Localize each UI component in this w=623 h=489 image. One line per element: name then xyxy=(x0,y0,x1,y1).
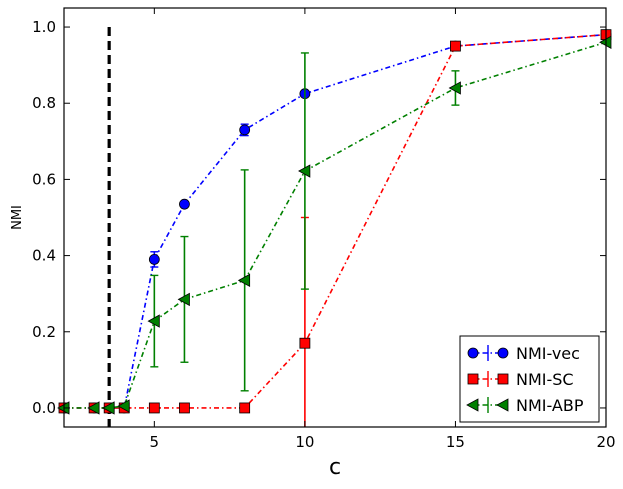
y-tick-label: 0.2 xyxy=(32,323,56,341)
data-point xyxy=(298,164,311,178)
data-point xyxy=(299,337,311,349)
series-line xyxy=(64,41,607,409)
data-point xyxy=(179,402,190,414)
data-point xyxy=(87,401,100,415)
legend-marker xyxy=(466,398,479,412)
data-point xyxy=(450,40,461,52)
data-point xyxy=(102,401,115,415)
y-axis-title: NMI xyxy=(10,205,25,230)
x-tick-label: 10 xyxy=(295,433,314,451)
legend-label: NMI-vec xyxy=(516,344,580,363)
x-axis-title: c xyxy=(329,455,341,480)
legend-item-nmi-abp: NMI-ABP xyxy=(466,396,584,415)
y-tick-label: 1.0 xyxy=(32,18,56,36)
legend-marker xyxy=(497,373,509,385)
y-tick-label: 0.8 xyxy=(32,94,56,112)
y-tick-label: 0.0 xyxy=(32,399,56,417)
x-tick-label: 20 xyxy=(596,433,615,451)
legend: NMI-vec NMI-SC NMI-ABP xyxy=(459,335,600,423)
legend-label: NMI-ABP xyxy=(516,396,584,415)
axes-frame xyxy=(63,7,607,428)
x-tick-label: 5 xyxy=(150,433,160,451)
legend-marker xyxy=(467,373,479,385)
data-point xyxy=(148,253,160,265)
legend-marker xyxy=(467,347,479,359)
legend-item-nmi-vec: NMI-vec xyxy=(467,344,580,363)
data-point xyxy=(147,314,160,328)
y-tick-label: 0.6 xyxy=(32,170,56,188)
data-point xyxy=(448,81,461,95)
x-tick-label: 15 xyxy=(446,433,465,451)
legend-item-nmi-sc: NMI-SC xyxy=(467,370,574,389)
data-point xyxy=(237,273,251,288)
data-point xyxy=(148,402,160,414)
legend-marker xyxy=(497,347,509,359)
data-point xyxy=(117,399,130,413)
legend-label: NMI-SC xyxy=(516,370,574,389)
data-point xyxy=(179,198,190,210)
series-nmi-abp xyxy=(57,35,612,415)
axes-layer: 5 10 15 20 0.0 0.2 0.4 0.6 0.8 1.0 xyxy=(32,7,616,451)
data-point xyxy=(239,124,251,136)
data-point xyxy=(239,402,251,414)
legend-marker xyxy=(496,398,509,412)
series-layer xyxy=(57,29,612,427)
y-tick-label: 0.4 xyxy=(32,247,56,265)
data-point xyxy=(177,292,190,307)
